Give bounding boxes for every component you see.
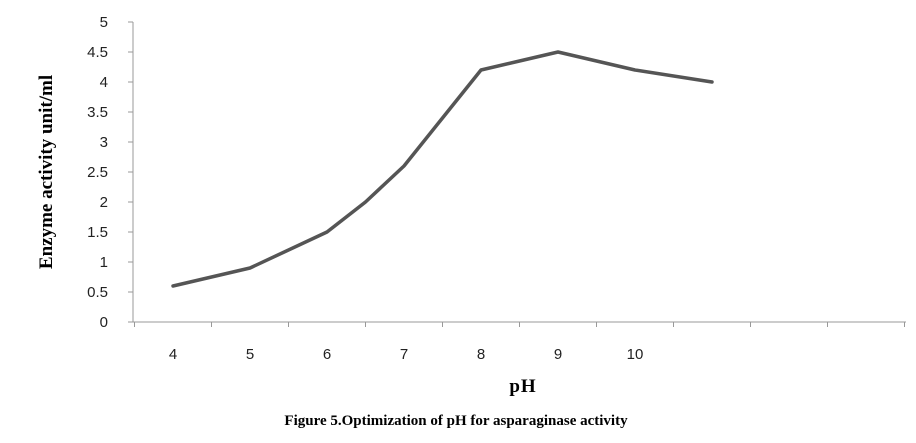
x-tick-label: 6 [323, 346, 331, 363]
y-tick-label: 2 [100, 194, 108, 211]
x-axis-label: pH [509, 376, 536, 397]
figure-caption: Figure 5.Optimization of pH for asparagi… [284, 413, 628, 429]
series-line [171, 50, 714, 288]
x-tick-label: 9 [554, 346, 562, 363]
y-axis-label: Enzyme activity unit/ml [36, 75, 57, 269]
y-tick-label: 2.5 [87, 164, 108, 181]
x-tick-label: 8 [477, 346, 485, 363]
series-group [171, 50, 714, 288]
x-tick-label: 4 [169, 346, 177, 363]
x-tick-label: 7 [400, 346, 408, 363]
y-axis-ticks: 0 0.5 1 1.5 2 2.5 3 3.5 4 4.5 5 [87, 14, 133, 331]
x-axis-ticks: 4 5 6 7 8 9 10 [134, 322, 905, 363]
y-tick-label: 1.5 [87, 224, 108, 241]
x-tick-label: 10 [627, 346, 644, 363]
y-tick-label: 3 [100, 134, 108, 151]
y-tick-label: 0.5 [87, 284, 108, 301]
x-tick-label: 5 [246, 346, 254, 363]
y-tick-label: 1 [100, 254, 108, 271]
y-tick-label: 3.5 [87, 104, 108, 121]
y-tick-label: 4.5 [87, 44, 108, 61]
y-tick-label: 5 [100, 14, 108, 31]
y-tick-label: 0 [100, 314, 108, 331]
y-tick-label: 4 [100, 74, 108, 91]
